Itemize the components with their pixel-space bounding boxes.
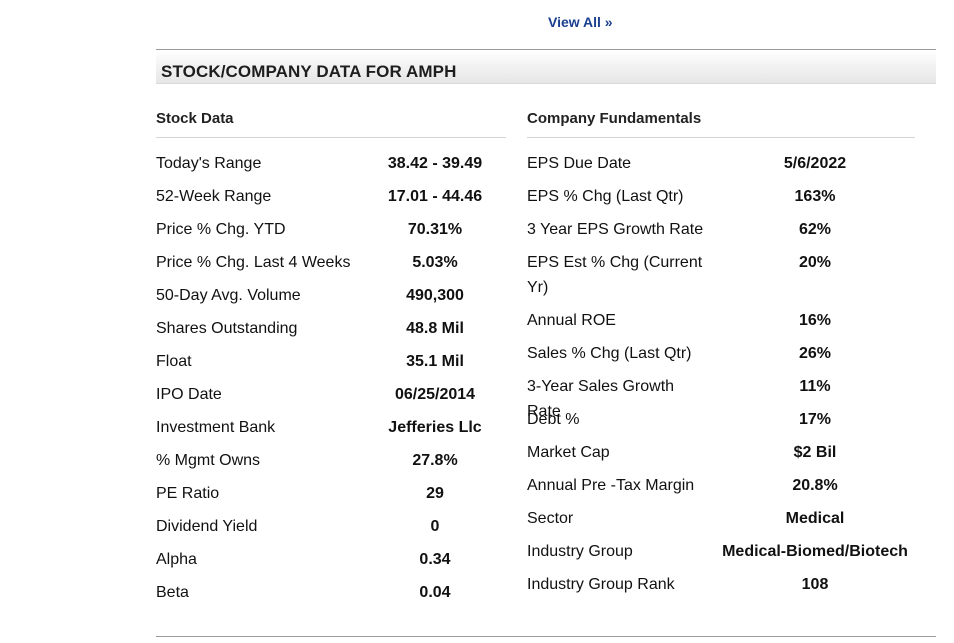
stock-data-value: 29 [426, 485, 444, 502]
fundamentals-label: Sales % Chg (Last Qtr) [527, 345, 692, 362]
stock-data-divider [156, 137, 506, 138]
stock-data-value: 0.34 [419, 551, 451, 568]
fundamentals-value: 26% [798, 345, 832, 362]
fundamentals-value: $2 Bil [793, 444, 837, 461]
section-title: STOCK/COMPANY DATA FOR AMPH [161, 62, 457, 81]
stock-data-value: 490,300 [406, 287, 464, 304]
fundamentals-value: 20% [798, 254, 832, 271]
stock-data-label: Shares Outstanding [156, 320, 298, 337]
stock-data-value: 27.8% [412, 452, 458, 469]
fundamentals-label: Industry Group [527, 543, 633, 560]
stock-data-value: 0.04 [419, 584, 451, 601]
stock-data-label: Float [156, 353, 192, 370]
stock-data-value: 06/25/2014 [394, 386, 476, 403]
fundamentals-label: Annual Pre -Tax Margin [527, 477, 695, 494]
fundamentals-label: 3-Year Sales Growth Rate [527, 378, 675, 420]
fundamentals-value: 5/6/2022 [783, 155, 847, 172]
stock-data-label: Price % Chg. YTD [156, 221, 286, 238]
fundamentals-label: 3 Year EPS Growth Rate [527, 221, 704, 238]
stock-data-label: PE Ratio [156, 485, 220, 502]
fundamentals-label: EPS Est % Chg (Current Yr) [527, 254, 703, 296]
fundamentals-value: 20.8% [792, 477, 838, 494]
fundamentals-label: EPS Due Date [527, 155, 632, 172]
company-fundamentals-divider [527, 137, 915, 138]
fundamentals-value: Medical-Biomed/Biotech [722, 543, 908, 560]
stock-data-value: 38.42 - 39.49 [387, 155, 483, 172]
stock-data-value: 48.8 Mil [406, 320, 464, 337]
stock-data-value: 17.01 - 44.46 [387, 188, 483, 205]
fundamentals-label: Market Cap [527, 444, 610, 461]
stock-data-value: 0 [430, 518, 440, 535]
fundamentals-label: Debt % [527, 411, 580, 428]
stock-data-value: 35.1 Mil [406, 353, 464, 370]
stock-data-label: 52-Week Range [156, 188, 272, 205]
fundamentals-value: Medical [785, 510, 845, 527]
bottom-divider [156, 636, 936, 637]
stock-data-value: 5.03% [412, 254, 458, 271]
fundamentals-label: EPS % Chg (Last Qtr) [527, 188, 684, 205]
fundamentals-label: Industry Group Rank [527, 576, 675, 593]
stock-data-label: IPO Date [156, 386, 222, 403]
stock-data-label: Alpha [156, 551, 197, 568]
fundamentals-value: 108 [801, 576, 829, 593]
stock-data-value: Jefferies Llc [388, 419, 482, 436]
fundamentals-value: 163% [794, 188, 836, 205]
stock-data-label: Investment Bank [156, 419, 276, 436]
fundamentals-value: 62% [798, 221, 832, 238]
fundamentals-label: Sector [527, 510, 574, 527]
fundamentals-label: Annual ROE [527, 312, 616, 329]
view-all-link[interactable]: View All » [548, 14, 613, 30]
stock-data-label: Beta [156, 584, 189, 601]
stock-data-label: Dividend Yield [156, 518, 258, 535]
stock-data-value: 70.31% [407, 221, 463, 238]
stock-data-label: Today's Range [156, 155, 262, 172]
fundamentals-value: 16% [798, 312, 832, 329]
stock-data-label: % Mgmt Owns [156, 452, 261, 469]
stock-data-title: Stock Data [156, 110, 234, 127]
fundamentals-value: 17% [798, 411, 832, 428]
section-header: STOCK/COMPANY DATA FOR AMPH [156, 49, 936, 84]
company-fundamentals-title: Company Fundamentals [527, 110, 702, 127]
stock-data-label: 50-Day Avg. Volume [156, 287, 301, 304]
fundamentals-value: 11% [799, 378, 831, 395]
stock-data-label: Price % Chg. Last 4 Weeks [156, 254, 351, 271]
